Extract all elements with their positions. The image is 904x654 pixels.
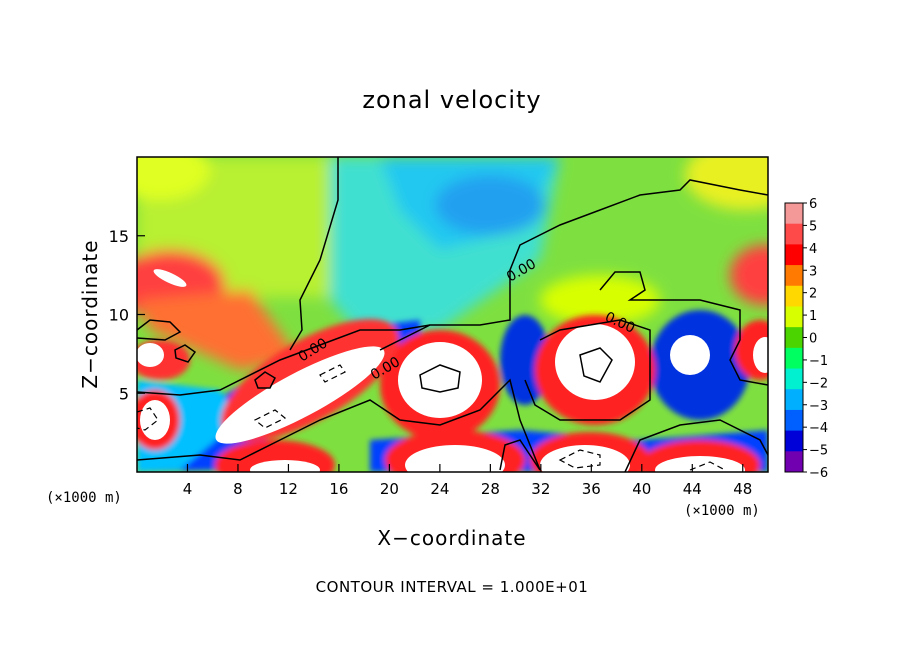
colorbar-label: 3 [809, 264, 817, 279]
colorbar-swatch [785, 244, 803, 266]
x-tick-label: 36 [582, 480, 601, 498]
x-tick-label: 24 [430, 480, 449, 498]
colorbar-swatch [785, 203, 803, 225]
colorbar-label: −5 [809, 444, 828, 459]
y-tick-label: 10 [109, 306, 129, 325]
contour-interval-note: CONTOUR INTERVAL = 1.000E+01 [315, 578, 589, 596]
colorbar-swatch [785, 265, 803, 287]
colorbar-label: −4 [809, 421, 828, 436]
y-axis: 5 10 15 [109, 227, 145, 403]
x-tick-label: 8 [233, 480, 243, 498]
colorbar-label: 0 [809, 332, 817, 347]
y-tick-label: 15 [109, 227, 129, 246]
colorbar: 6 5 4 3 2 1 0 −1 −2 −3 −4 −5 −6 [784, 197, 828, 481]
colorbar-label: 5 [809, 219, 817, 234]
colorbar-swatch [785, 389, 803, 411]
chart-title: zonal velocity [362, 86, 542, 114]
x-axis: 4 8 12 16 20 24 28 32 36 40 44 48 [183, 464, 752, 498]
colorbar-label: −6 [809, 466, 828, 481]
colorbar-swatch [785, 347, 803, 370]
colorbar-label: 6 [809, 197, 817, 212]
x-tick-label: 40 [632, 480, 651, 498]
colorbar-label: 4 [809, 242, 817, 257]
colorbar-swatch [785, 306, 803, 328]
colorbar-label: 2 [809, 287, 817, 302]
y-tick-label: 5 [119, 384, 129, 403]
x-tick-label: 44 [683, 480, 702, 498]
colorbar-swatch [785, 327, 803, 349]
heatmap-field: 0.00 0.00 0.00 0.00 [137, 157, 768, 472]
x-tick-label: 48 [733, 480, 752, 498]
x-tick-label: 16 [329, 480, 348, 498]
x-unit-right: (×1000 m) [684, 503, 760, 519]
x-axis-label: X−coordinate [377, 526, 527, 550]
colorbar-label: −2 [809, 376, 828, 391]
x-unit-left: (×1000 m) [46, 490, 122, 506]
colorbar-swatch [785, 285, 803, 307]
colorbar-swatch [785, 409, 803, 432]
colorbar-label: −1 [809, 354, 828, 369]
x-tick-label: 4 [183, 480, 193, 498]
colorbar-swatch [785, 223, 803, 245]
y-axis-label: Z−coordinate [78, 239, 102, 389]
x-tick-label: 28 [481, 480, 500, 498]
colorbar-label: 1 [809, 309, 817, 324]
colorbar-swatch [785, 368, 803, 390]
colorbar-label: −3 [809, 399, 828, 414]
x-tick-label: 12 [279, 480, 298, 498]
colorbar-swatch [785, 430, 803, 452]
x-tick-label: 20 [380, 480, 399, 498]
colorbar-swatch [785, 451, 803, 473]
x-tick-label: 32 [531, 480, 550, 498]
